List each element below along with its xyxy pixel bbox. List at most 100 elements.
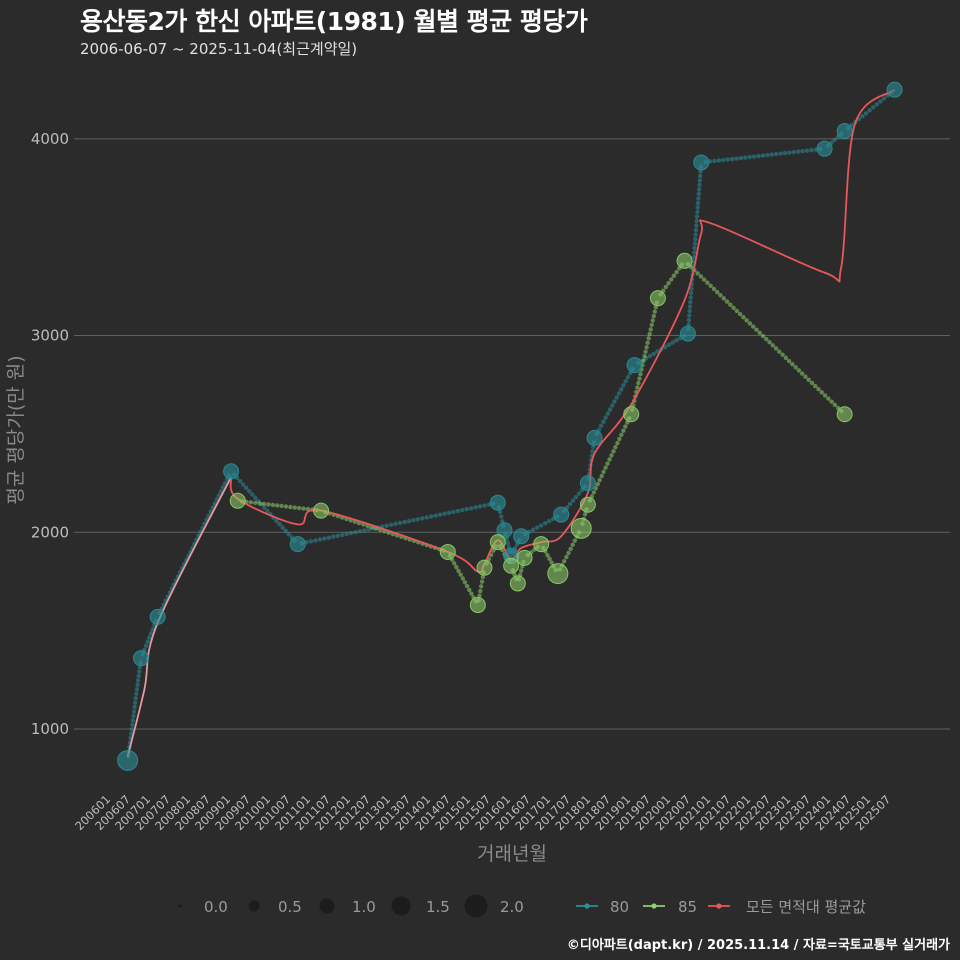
series-80-trail-dot — [131, 713, 136, 719]
series-80-trail-dot — [573, 494, 579, 500]
series-85-trail-dot — [701, 277, 707, 282]
series-80-trail-dot — [129, 727, 134, 732]
series-85-trail-dot — [754, 327, 759, 332]
series-85-trail-dot — [591, 490, 596, 495]
series-85-trail-dot — [819, 390, 824, 395]
series-80-trail-dot — [362, 528, 367, 533]
series-80-trail-dot — [218, 489, 224, 494]
series-80-trail-dot — [756, 153, 761, 159]
series-80-trail-dot — [647, 353, 652, 359]
series-85-trail-dot — [611, 449, 616, 454]
series-85-trail-dot — [669, 277, 674, 282]
series-85-trail-dot — [770, 343, 775, 348]
series-80-trail-dot — [616, 391, 622, 396]
series-85-trail-dot — [652, 309, 658, 314]
series-80-trail-dot — [697, 173, 703, 179]
series-85-point — [533, 536, 550, 553]
series-85-trail-dot — [454, 564, 459, 570]
series-80-trail-dot — [695, 205, 700, 210]
series-85-trail-dot — [518, 568, 524, 573]
series-85-trail-dot — [607, 457, 612, 462]
series-85-trail-dot — [452, 561, 457, 566]
y-tick-label: 3000 — [31, 327, 69, 345]
series-80-trail-dot — [787, 150, 792, 155]
series-80-trail-dot — [625, 374, 631, 380]
series-80-trail-dot — [688, 295, 693, 300]
series-80-trail-dot — [130, 718, 136, 723]
series-80-trail-dot — [809, 147, 814, 153]
series-80-trail-dot — [468, 506, 474, 511]
series-85-trail-dot — [562, 559, 567, 564]
series-80-trail-dot — [530, 527, 536, 532]
series-85-trail-dot — [813, 383, 818, 389]
series-80-trail-dot — [437, 512, 443, 517]
series-80-trail-dot — [147, 635, 152, 640]
series-85-trail-dot — [786, 358, 792, 364]
series-85-trail-dot — [615, 440, 620, 446]
series-80-trail-dot — [773, 151, 779, 157]
series-80-trail-dot — [692, 245, 697, 251]
series-80-trail-dot — [348, 530, 354, 536]
y-tick-label: 4000 — [31, 130, 69, 148]
series-85-trail-dot — [773, 346, 779, 351]
series-80-trail-dot — [791, 149, 796, 155]
series-80-trail-dot — [500, 518, 505, 524]
series-80-trail-dot — [397, 520, 403, 526]
series-80-trail-dot — [599, 423, 604, 428]
series-80-trail-dot — [695, 200, 701, 206]
series-80-trail-dot — [747, 154, 752, 160]
y-tick-label: 1000 — [31, 720, 69, 738]
series-80-trail-dot — [265, 508, 270, 514]
series-85-trail-dot — [460, 576, 466, 581]
series-85-trail-dot — [757, 330, 762, 336]
series-80-trail-dot — [778, 151, 783, 156]
size-legend-label: 1.0 — [352, 898, 376, 916]
series-85-point — [439, 543, 456, 560]
series-80-trail-dot — [133, 700, 138, 705]
series-80-trail-dot — [283, 528, 288, 534]
series-85-trail-dot — [695, 271, 700, 276]
series-80-trail-dot — [697, 182, 702, 188]
series-85-trail-dot — [605, 461, 610, 466]
series-80-point — [836, 122, 853, 139]
series-80-trail-dot — [621, 383, 626, 388]
series-85-point — [836, 406, 853, 423]
series-85-trail-dot — [288, 504, 293, 510]
series-80-trail-dot — [137, 669, 142, 674]
series-80-trail-dot — [384, 523, 389, 528]
series-85-trail-dot — [648, 327, 653, 332]
series-85-trail-dot — [790, 361, 795, 367]
chart-subtitle: 2006-06-07 ~ 2025-11-04(최근계약일) — [80, 40, 358, 58]
series-80-trail-dot — [135, 682, 140, 688]
series-85-trail-dot — [643, 349, 648, 354]
series-85-trail-dot — [617, 436, 622, 442]
color-legend-label: 모든 면적대 평균값 — [746, 898, 866, 916]
series-80-trail-dot — [692, 241, 698, 246]
series-85-trail-dot — [741, 314, 746, 320]
series-80-trail-dot — [863, 111, 869, 116]
series-80-trail-dot — [687, 304, 693, 309]
series-80-trail-dot — [751, 154, 757, 159]
series-85-trail-dot — [780, 352, 785, 357]
series-85-trail-dot — [764, 336, 769, 342]
series-80-trail-dot — [721, 157, 726, 163]
series-80-point — [133, 650, 150, 667]
series-80-trail-dot — [313, 538, 318, 543]
series-80-trail-dot — [782, 150, 788, 156]
series-85-trail-dot — [279, 503, 284, 509]
series-80-trail-dot — [411, 518, 416, 523]
series-80-trail-dot — [697, 178, 703, 183]
series-80-trail-dot — [651, 351, 656, 357]
series-85-trail-dot — [568, 546, 573, 552]
series-80-trail-dot — [689, 286, 694, 291]
series-85-trail-dot — [767, 340, 772, 345]
series-80-trail-dot — [590, 449, 595, 454]
series-85-trail-dot — [545, 552, 550, 558]
series-80-trail-dot — [760, 153, 766, 158]
series-80-trail-dot — [455, 508, 461, 514]
series-80-trail-dot — [605, 411, 611, 416]
series-80-trail-dot — [464, 506, 469, 512]
series-80-trail-dot — [716, 158, 722, 163]
series-85-trail-dot — [651, 313, 656, 319]
series-80-trail-dot — [860, 114, 865, 119]
